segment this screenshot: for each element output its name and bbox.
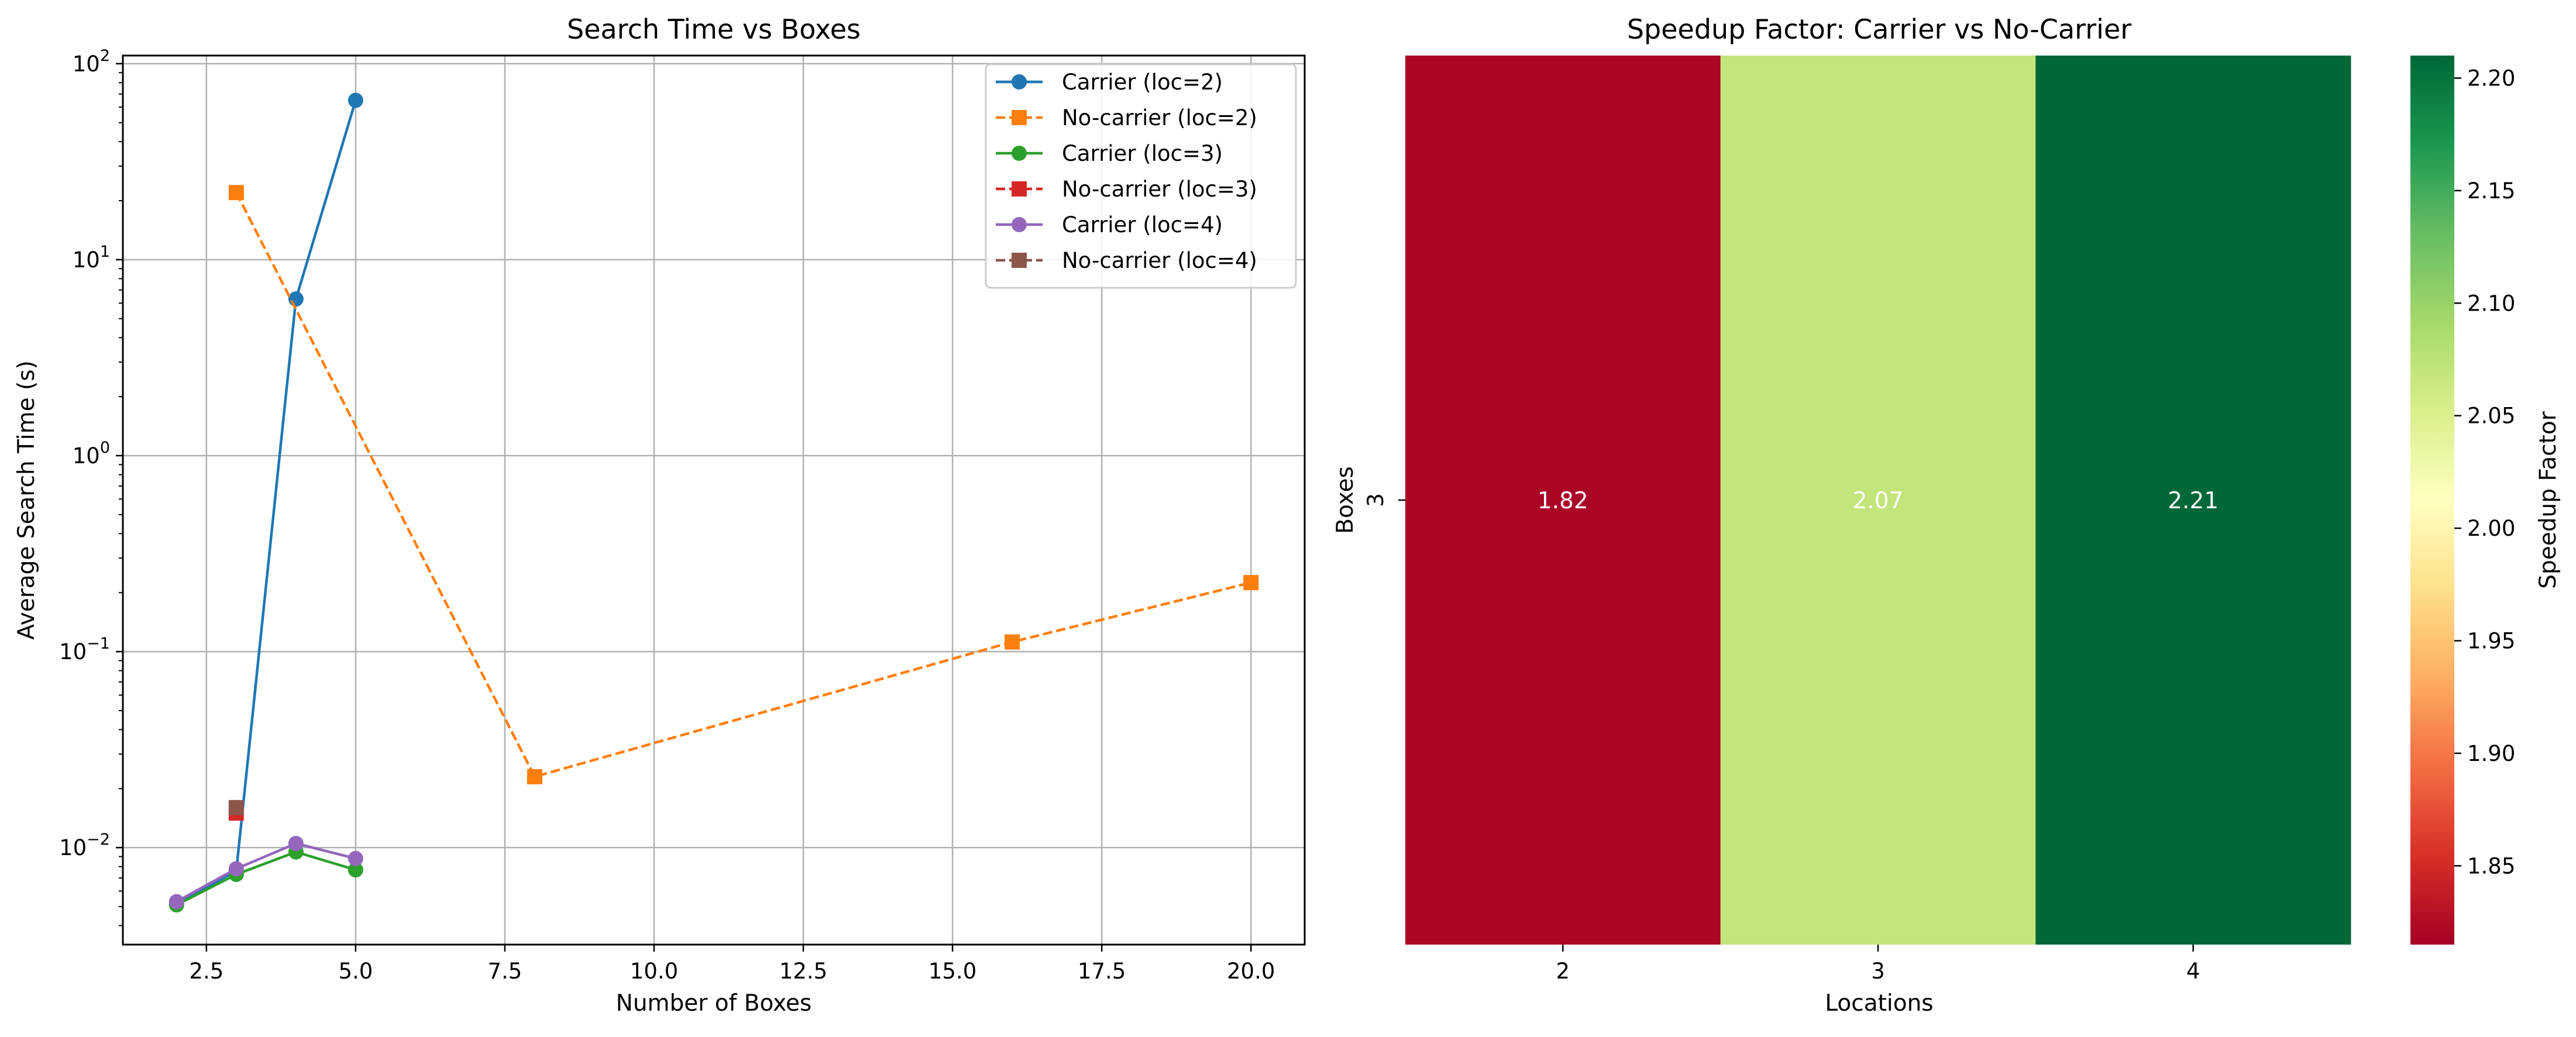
data-point xyxy=(527,769,542,784)
legend-marker xyxy=(1012,217,1027,232)
data-point xyxy=(228,185,244,201)
legend: Carrier (loc=2) No-carrier (loc=2) Carrier… xyxy=(985,63,1297,289)
line-chart: Search Time vs Boxes 2.5 5.0 7.5 10.0 12.5 15… xyxy=(13,13,1306,1017)
legend-marker xyxy=(1012,181,1027,197)
x-tick-label: 2.5 xyxy=(189,959,223,984)
data-point xyxy=(168,894,184,909)
data-point xyxy=(228,800,244,815)
heatmap-x-ticks: 2 3 4 xyxy=(1556,945,2200,984)
data-point xyxy=(1243,575,1259,591)
colorbar-gradient xyxy=(2410,56,2454,945)
series-line xyxy=(176,99,357,905)
heatmap-chart: Speedup Factor: Carrier vs No-Carrier 1.… xyxy=(1332,13,2561,1017)
colorbar-label: Speedup Factor xyxy=(2535,411,2561,588)
x-tick-label: 12.5 xyxy=(779,959,827,984)
legend-item: Carrier (loc=3) xyxy=(996,141,1223,166)
legend-label: Carrier (loc=4) xyxy=(1062,212,1223,237)
heatmap-cell xyxy=(1405,56,1721,945)
series-1 xyxy=(228,185,1259,784)
legend-label: No-carrier (loc=2) xyxy=(1062,105,1257,130)
heatmap-y-label: Boxes xyxy=(1332,466,1358,534)
series-0 xyxy=(168,92,363,911)
legend-marker xyxy=(1012,74,1027,89)
colorbar-tick-label: 2.20 xyxy=(2467,66,2515,91)
legend-label: Carrier (loc=2) xyxy=(1062,70,1223,95)
line-chart-y-label: Average Search Time (s) xyxy=(13,360,40,640)
line-chart-series xyxy=(168,92,1259,913)
line-chart-x-label: Number of Boxes xyxy=(616,990,812,1017)
y-tick-label: 10−2 xyxy=(59,831,110,860)
legend-item: No-carrier (loc=4) xyxy=(996,248,1257,273)
data-point xyxy=(348,92,363,108)
colorbar-tick-label: 2.10 xyxy=(2467,291,2515,316)
legend-label: No-carrier (loc=4) xyxy=(1062,248,1257,273)
colorbar-tick-label: 1.95 xyxy=(2467,629,2515,654)
y-tick-label: 10−1 xyxy=(59,635,110,664)
heatmap-x-label: Locations xyxy=(1825,990,1933,1017)
heatmap-x-tick-label: 4 xyxy=(2186,959,2200,984)
colorbar: 1.85 1.90 1.95 2.00 2.05 2.10 2.15 2.20 Speedup… xyxy=(2410,56,2561,945)
y-tick-label: 102 xyxy=(73,47,110,77)
x-tick-label: 20.0 xyxy=(1227,959,1275,984)
legend-marker xyxy=(1012,253,1027,268)
legend-box xyxy=(985,63,1297,289)
heatmap-cell-labels: 1.82 2.07 2.21 xyxy=(1538,488,2219,514)
legend-item: Carrier (loc=2) xyxy=(996,70,1223,95)
legend-item: No-carrier (loc=2) xyxy=(996,105,1257,130)
line-chart-y-ticks: 10−2 10−1 100 101 102 xyxy=(59,47,123,926)
colorbar-tick-label: 2.05 xyxy=(2467,404,2515,429)
heatmap-x-tick-label: 2 xyxy=(1556,959,1570,984)
legend-item: No-carrier (loc=3) xyxy=(996,177,1257,202)
y-tick-label: 101 xyxy=(73,243,110,273)
data-point xyxy=(348,862,363,878)
heatmap-cell xyxy=(2035,56,2351,945)
series-line xyxy=(176,850,356,907)
x-tick-label: 10.0 xyxy=(630,959,678,984)
heatmap-cell-value: 2.07 xyxy=(1853,488,1904,514)
colorbar-tick-label: 1.90 xyxy=(2467,741,2515,766)
legend-label: Carrier (loc=3) xyxy=(1062,141,1223,166)
legend-marker xyxy=(1012,146,1027,161)
heatmap-cell-value: 2.21 xyxy=(2168,488,2219,514)
x-tick-label: 5.0 xyxy=(338,959,373,984)
x-tick-label: 7.5 xyxy=(488,959,522,984)
x-tick-label: 17.5 xyxy=(1078,959,1126,984)
colorbar-ticks: 1.85 1.90 1.95 2.00 2.05 2.10 2.15 2.20 xyxy=(2454,66,2515,878)
data-point xyxy=(348,850,363,866)
data-point xyxy=(228,861,244,877)
series-line xyxy=(235,192,1251,778)
heatmap-cell xyxy=(1720,56,2036,945)
line-chart-title: Search Time vs Boxes xyxy=(567,13,861,45)
series-2 xyxy=(168,844,363,913)
legend-item: Carrier (loc=4) xyxy=(996,212,1223,237)
legend-marker xyxy=(1012,110,1027,125)
heatmap-cell-value: 1.82 xyxy=(1538,488,1588,514)
data-point xyxy=(288,291,304,307)
colorbar-tick-label: 1.85 xyxy=(2467,853,2515,878)
line-chart-x-ticks: 2.5 5.0 7.5 10.0 12.5 15.0 17.5 20.0 xyxy=(189,945,1275,984)
legend-label: No-carrier (loc=3) xyxy=(1062,177,1257,202)
series-4 xyxy=(168,836,363,909)
x-tick-label: 15.0 xyxy=(928,959,976,984)
colorbar-tick-label: 2.00 xyxy=(2467,516,2515,541)
data-point xyxy=(1005,634,1020,650)
line-chart-frame xyxy=(122,54,1306,946)
data-point xyxy=(288,836,304,852)
heatmap-x-tick-label: 3 xyxy=(1871,959,1885,984)
heatmap-title: Speedup Factor: Carrier vs No-Carrier xyxy=(1627,13,2131,45)
series-5 xyxy=(228,800,244,815)
legend-items: Carrier (loc=2) No-carrier (loc=2) Carrier… xyxy=(996,70,1257,273)
series-line xyxy=(176,842,356,903)
heatmap-cells xyxy=(1405,56,2351,945)
heatmap-y-tick-label: 3 xyxy=(1363,493,1388,507)
heatmap-y-ticks: 3 xyxy=(1363,493,1405,507)
colorbar-tick-label: 2.15 xyxy=(2467,178,2515,204)
y-tick-label: 100 xyxy=(73,439,110,468)
